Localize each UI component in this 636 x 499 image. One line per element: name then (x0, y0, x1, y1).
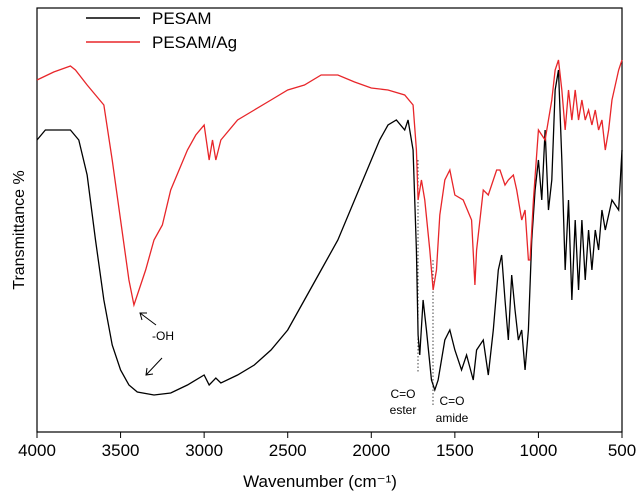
x-tick-label: 1500 (436, 441, 474, 460)
annotation: C=O (390, 387, 415, 401)
annotation: amide (436, 411, 469, 425)
arrow (145, 357, 163, 376)
annotation: C=O (439, 394, 464, 408)
legend-label: PESAM/Ag (152, 33, 237, 52)
annotation: -OH (152, 329, 174, 343)
y-axis-label: Transmittance % (11, 170, 28, 289)
x-tick-label: 3500 (102, 441, 140, 460)
x-tick-label: 1000 (520, 441, 558, 460)
legend-label: PESAM (152, 9, 212, 28)
arrow-head (139, 312, 147, 321)
x-tick-label: 2500 (269, 441, 307, 460)
x-tick-label: 4000 (18, 441, 56, 460)
series-line (36, 69, 623, 396)
x-tick-label: 500 (608, 441, 636, 460)
series-line (36, 59, 623, 308)
arrow (139, 312, 157, 326)
annotation: ester (390, 403, 417, 417)
x-axis-label: Wavenumber (cm⁻¹) (243, 472, 397, 491)
x-tick-label: 2000 (352, 441, 390, 460)
plot-frame (36, 7, 623, 433)
arrow-head (145, 367, 154, 376)
x-tick-label: 3000 (185, 441, 223, 460)
